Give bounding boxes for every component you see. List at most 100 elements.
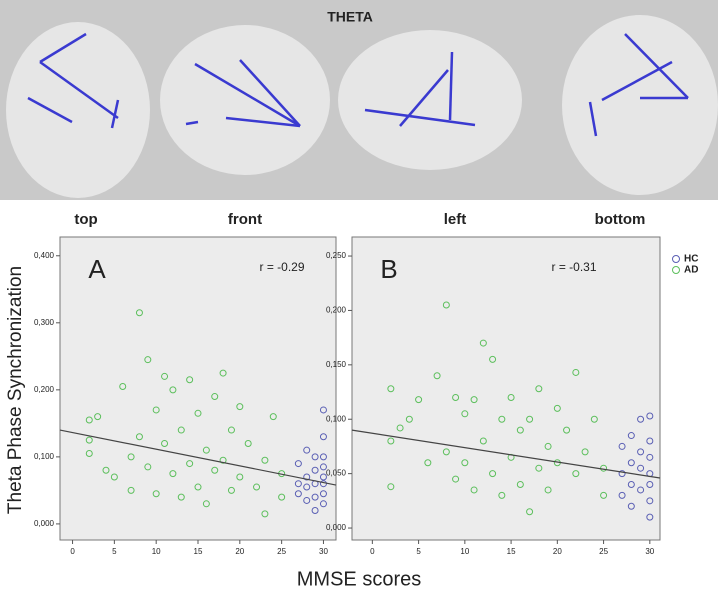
point: [253, 483, 261, 491]
point: [479, 437, 487, 445]
x-tick-label: 20: [235, 547, 244, 556]
point: [319, 406, 327, 414]
point: [303, 483, 311, 491]
point: [618, 491, 626, 499]
point: [526, 415, 534, 423]
point: [177, 493, 185, 501]
view-label: bottom: [595, 211, 646, 228]
point: [553, 404, 561, 412]
point: [627, 481, 635, 489]
point: [387, 437, 395, 445]
point: [627, 502, 635, 510]
x-tick-label: 20: [553, 547, 562, 556]
point: [516, 426, 524, 434]
fit-line: [351, 429, 661, 479]
point: [618, 442, 626, 450]
x-tick-label: 10: [152, 547, 161, 556]
point: [202, 446, 210, 454]
point: [544, 442, 552, 450]
point: [470, 486, 478, 494]
point: [202, 500, 210, 508]
y-axis-title: Theta Phase Synchronization: [5, 266, 26, 514]
annotation: r = -0.31: [551, 260, 596, 274]
point: [269, 413, 277, 421]
point: [303, 496, 311, 504]
point: [452, 393, 460, 401]
x-tick-label: 0: [370, 547, 375, 556]
x-tick-label: 15: [507, 547, 516, 556]
point: [618, 470, 626, 478]
point: [526, 508, 534, 516]
point: [294, 460, 302, 468]
point: [405, 415, 413, 423]
point: [303, 446, 311, 454]
point: [261, 456, 269, 464]
point: [152, 490, 160, 498]
point: [194, 409, 202, 417]
x-tick-label: 5: [416, 547, 421, 556]
point: [461, 459, 469, 467]
y-tick-label: 0,100: [34, 452, 55, 461]
point: [627, 432, 635, 440]
x-tick-label: 25: [599, 547, 608, 556]
y-tick-label: 0,000: [34, 519, 55, 528]
point: [311, 453, 319, 461]
point: [85, 416, 93, 424]
point: [244, 439, 252, 447]
point: [433, 372, 441, 380]
x-axis-title: MMSE scores: [297, 568, 421, 590]
point: [563, 426, 571, 434]
point: [169, 470, 177, 478]
point: [219, 456, 227, 464]
x-tick-label: 0: [70, 547, 75, 556]
point: [119, 382, 127, 390]
point: [236, 403, 244, 411]
point: [211, 393, 219, 401]
y-tick-label: 0,400: [34, 251, 55, 260]
point: [387, 385, 395, 393]
point: [442, 448, 450, 456]
point: [94, 413, 102, 421]
panel-label: A: [88, 254, 106, 284]
point: [102, 466, 110, 474]
plot-area: [351, 236, 661, 541]
point: [294, 480, 302, 488]
point: [507, 393, 515, 401]
point: [396, 424, 404, 432]
point: [211, 466, 219, 474]
point: [424, 459, 432, 467]
point: [470, 396, 478, 404]
y-tick-label: 0,100: [326, 414, 347, 423]
point: [319, 473, 327, 481]
point: [311, 507, 319, 515]
point: [110, 473, 118, 481]
legend-marker: [672, 266, 680, 274]
point: [261, 510, 269, 518]
x-tick-label: 5: [112, 547, 117, 556]
point: [311, 466, 319, 474]
point: [177, 426, 185, 434]
point: [227, 426, 235, 434]
legend-marker: [672, 255, 680, 263]
point: [479, 339, 487, 347]
x-tick-label: 30: [319, 547, 328, 556]
point: [303, 473, 311, 481]
point: [186, 460, 194, 468]
point: [236, 473, 244, 481]
point: [498, 415, 506, 423]
y-tick-label: 0,150: [326, 360, 347, 369]
point: [135, 433, 143, 441]
point: [544, 486, 552, 494]
point: [590, 415, 598, 423]
fit-line: [59, 429, 337, 486]
point: [319, 433, 327, 441]
point: [637, 464, 645, 472]
point: [219, 369, 227, 377]
point: [489, 355, 497, 363]
point: [489, 470, 497, 478]
point: [572, 368, 580, 376]
legend-label: HC: [684, 254, 698, 265]
point: [85, 450, 93, 458]
point: [442, 301, 450, 309]
point: [461, 410, 469, 418]
